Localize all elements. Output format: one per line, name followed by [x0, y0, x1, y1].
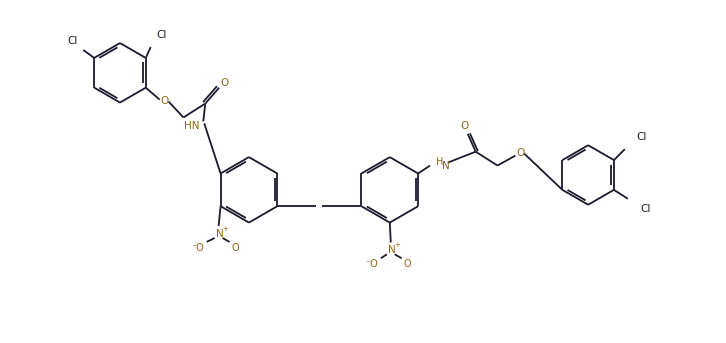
Text: N: N [442, 161, 449, 170]
Text: ⁻O: ⁻O [192, 243, 204, 253]
Text: O: O [232, 243, 240, 253]
Text: N: N [216, 229, 224, 239]
Text: Cl: Cl [68, 36, 78, 46]
Text: O: O [516, 147, 524, 158]
Text: H: H [436, 157, 444, 167]
Text: Cl: Cl [640, 204, 651, 214]
Text: O: O [160, 96, 168, 106]
Text: Cl: Cl [637, 132, 647, 142]
Text: O: O [460, 121, 469, 131]
Text: O: O [404, 259, 412, 269]
Text: Cl: Cl [156, 30, 167, 40]
Text: +: + [223, 226, 229, 232]
Text: +: + [395, 243, 401, 248]
Text: ⁻O: ⁻O [366, 259, 378, 269]
Text: HN: HN [184, 121, 199, 131]
Text: N: N [388, 245, 396, 255]
Text: O: O [220, 78, 228, 88]
